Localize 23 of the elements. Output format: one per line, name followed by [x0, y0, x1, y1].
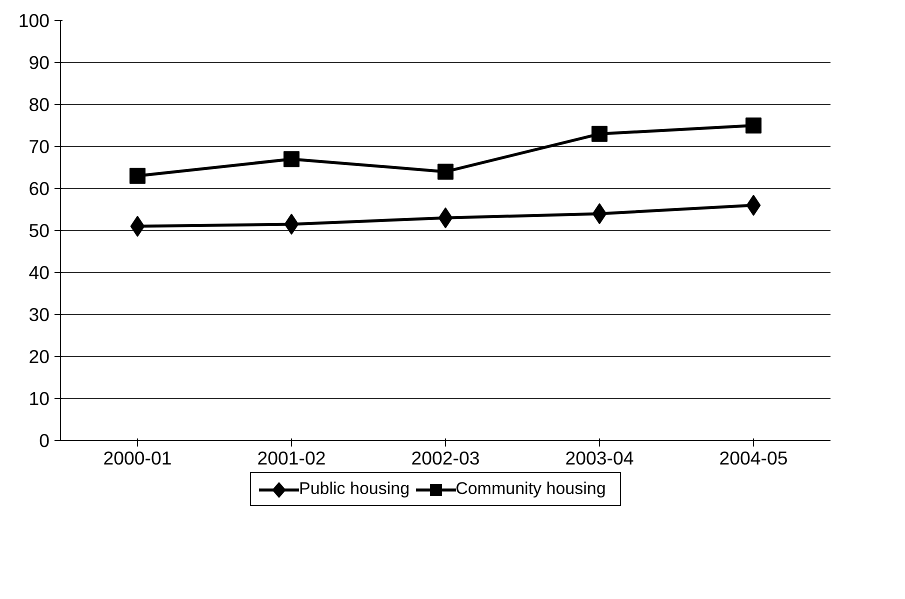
point: [592, 126, 608, 142]
y-tick-label: 30: [28, 304, 50, 325]
legend-label: Public housing: [299, 479, 410, 498]
x-tick-label: 2004-05: [719, 448, 788, 468]
x-tick-label: 2003-04: [565, 448, 634, 468]
legend-label: Community housing: [456, 479, 606, 498]
point: [746, 118, 762, 134]
x-tick-label: 2000-01: [103, 448, 172, 468]
y-tick-label: 60: [28, 178, 50, 199]
y-tick-label: 40: [28, 262, 50, 283]
point: [284, 151, 300, 168]
point: [130, 168, 146, 184]
y-tick-label: 80: [28, 94, 50, 115]
y-tick-label: 10: [28, 388, 50, 409]
x-tick-label: 2001-02: [257, 448, 326, 468]
y-tick-label: 100: [18, 10, 50, 31]
y-tick-label: 20: [28, 346, 50, 367]
x-tick-label: 2002-03: [411, 448, 480, 468]
y-tick-label: 70: [28, 136, 50, 157]
y-tick-label: 90: [28, 52, 50, 73]
y-tick-label: 50: [28, 220, 50, 241]
point: [438, 164, 454, 180]
y-tick-label: 0: [39, 430, 50, 451]
